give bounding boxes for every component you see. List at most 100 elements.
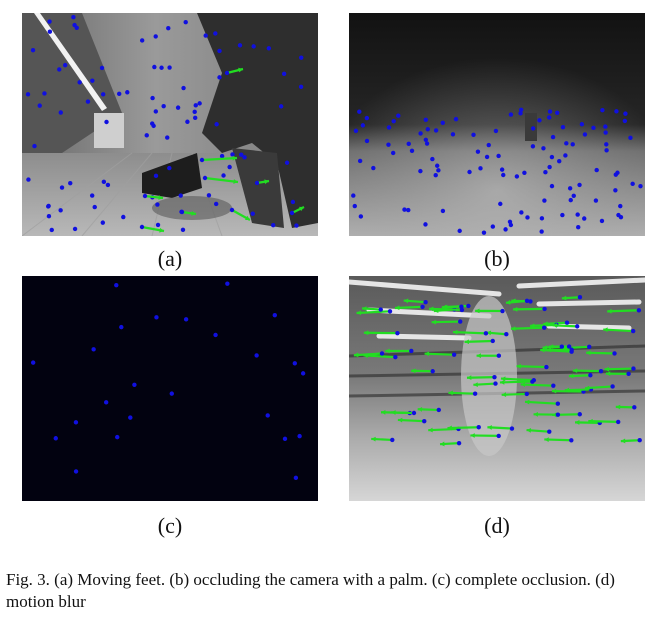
flow-arrowhead	[299, 206, 304, 212]
feature-point	[254, 180, 260, 186]
feature-point	[357, 109, 362, 114]
flow-arrow	[499, 380, 533, 384]
feature-point	[192, 115, 198, 121]
feature-point	[490, 224, 496, 229]
feature-point	[559, 344, 565, 349]
feature-point	[615, 170, 620, 175]
feature-point	[167, 65, 172, 70]
feature-point	[420, 304, 425, 309]
feature-point	[577, 412, 582, 417]
panel-b	[349, 13, 645, 236]
feature-point	[57, 67, 62, 72]
feature-point	[183, 317, 189, 322]
feature-point	[519, 210, 524, 215]
feature-point	[251, 44, 256, 49]
feature-point	[496, 433, 501, 439]
feature-point	[165, 135, 170, 140]
feature-point	[450, 132, 456, 137]
feature-point	[150, 121, 155, 126]
flow-arrowhead	[362, 306, 367, 312]
feature-point	[213, 201, 219, 207]
flow-arrowhead	[466, 375, 472, 381]
feature-point	[459, 307, 465, 313]
feature-point	[555, 412, 561, 417]
flow-arrowhead	[526, 427, 532, 433]
flow-arrow	[516, 365, 547, 369]
feature-point	[181, 85, 186, 91]
feature-point	[600, 108, 605, 113]
figure-caption: Fig. 3. (a) Moving feet. (b) occluding t…	[6, 570, 615, 611]
feature-point	[564, 320, 570, 325]
feature-point	[493, 381, 498, 386]
feature-point	[221, 173, 226, 178]
feature-point	[37, 103, 42, 108]
flow-arrowhead	[475, 308, 480, 314]
feature-point	[99, 65, 105, 71]
feature-point	[183, 19, 188, 25]
panel-b-label: (b)	[484, 246, 510, 271]
feature-point	[576, 225, 581, 230]
feature-point	[46, 204, 51, 209]
flow-arrow	[603, 328, 634, 333]
feature-point	[47, 29, 53, 34]
panel-d	[349, 276, 645, 501]
feature-point	[289, 210, 295, 216]
feature-point	[549, 154, 555, 160]
feature-point	[77, 80, 82, 85]
feature-point	[496, 353, 502, 358]
feature-point	[100, 92, 106, 97]
feature-point	[294, 223, 299, 228]
feature-point	[626, 371, 631, 377]
flow-arrow	[464, 339, 493, 343]
feature-point	[219, 153, 225, 159]
flow-arrowhead	[417, 406, 423, 412]
feature-point	[217, 75, 222, 80]
flow-arrowhead	[505, 300, 511, 305]
feature-point	[284, 160, 290, 165]
feature-point	[424, 141, 430, 146]
feature-point	[154, 315, 159, 320]
flow-arrow	[431, 320, 461, 324]
flow-arrow	[204, 176, 239, 184]
flow-arrow	[353, 352, 383, 357]
feature-point	[591, 125, 596, 131]
flow-arrowhead	[512, 306, 518, 312]
feature-point	[570, 142, 575, 147]
moving-feet-photo	[22, 13, 318, 236]
flow-arrowhead	[356, 310, 362, 316]
feature-point	[282, 436, 288, 442]
flow-arrow	[428, 307, 462, 311]
feature-point	[352, 203, 357, 209]
feature-point	[530, 379, 535, 384]
feature-point	[175, 105, 181, 110]
flow-arrowhead	[604, 366, 610, 372]
complete-occlusion-photo	[22, 276, 318, 501]
feature-point	[386, 125, 392, 130]
feature-point	[254, 353, 259, 358]
flow-arrowhead	[394, 305, 400, 311]
feature-point	[569, 347, 574, 352]
feature-point	[618, 203, 623, 209]
feature-point	[406, 141, 411, 147]
feature-point	[604, 148, 609, 153]
panel-a-label: (a)	[157, 246, 183, 271]
flow-arrow	[452, 330, 486, 335]
flow-arrowhead	[464, 339, 470, 345]
feature-point	[466, 303, 471, 309]
flow-arrowhead	[546, 347, 552, 353]
flow-arrow	[544, 438, 572, 442]
panel-d-label: (d)	[484, 513, 510, 538]
feature-point	[623, 111, 628, 116]
feature-point	[555, 401, 561, 406]
flow-arrow	[586, 351, 615, 355]
feature-point	[571, 193, 576, 198]
flow-arrowhead	[551, 388, 557, 394]
feature-point	[547, 429, 552, 434]
flow-arrowhead	[397, 417, 403, 423]
feature-point	[622, 118, 628, 124]
feature-point	[103, 400, 109, 405]
feature-point	[456, 440, 462, 446]
feature-point	[46, 213, 52, 219]
feature-point	[638, 183, 643, 189]
feature-point	[379, 351, 385, 356]
